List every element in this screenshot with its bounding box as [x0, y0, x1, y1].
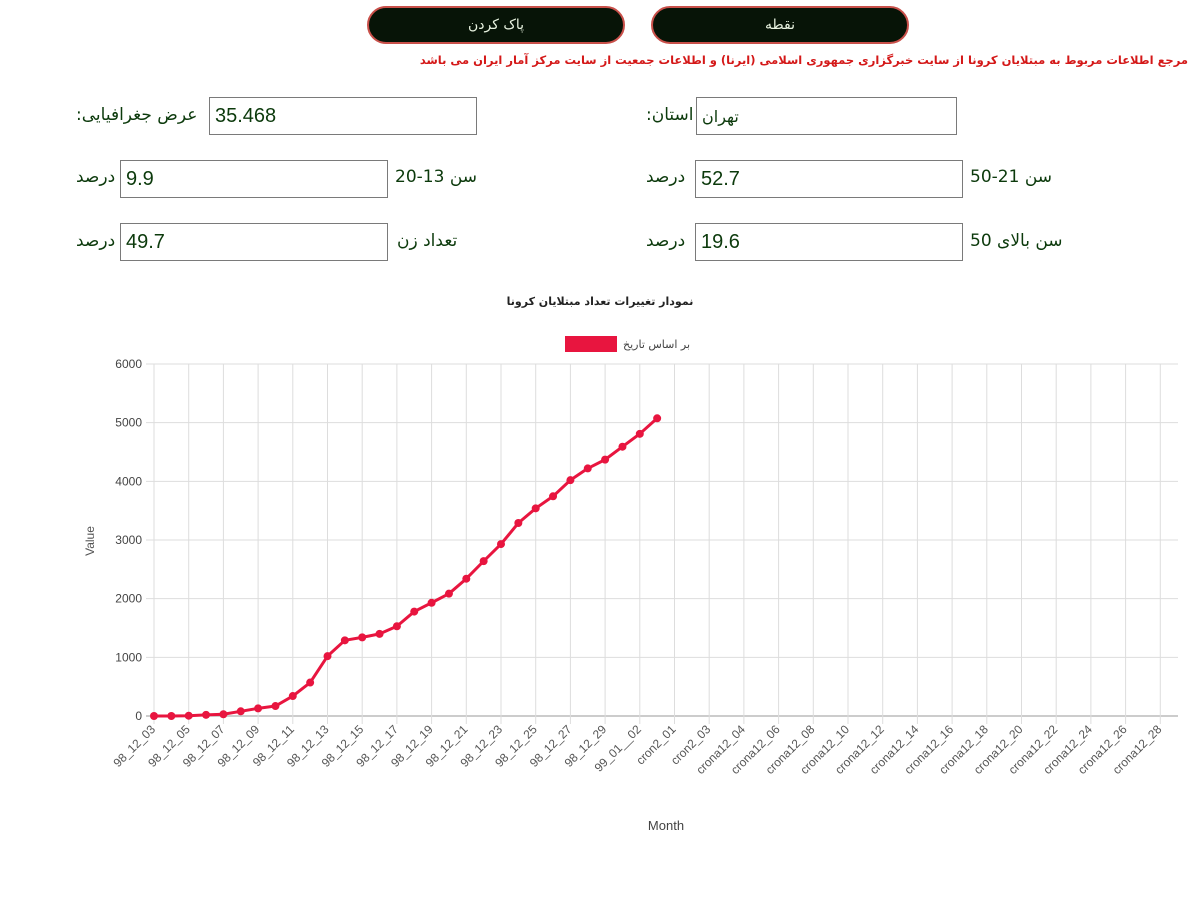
data-point[interactable] — [375, 629, 384, 638]
data-point[interactable] — [202, 710, 211, 719]
chart-grid — [146, 363, 1178, 724]
data-point[interactable] — [306, 678, 315, 687]
y-tick-label: 6000 — [115, 357, 142, 371]
age-over-50-label: سن بالای 50 — [970, 231, 1063, 251]
data-point[interactable] — [549, 492, 558, 501]
female-count-label: تعداد زن — [397, 231, 458, 251]
data-point[interactable] — [618, 442, 627, 451]
data-point[interactable] — [340, 636, 349, 645]
data-point[interactable] — [635, 429, 644, 438]
data-point[interactable] — [427, 598, 436, 607]
data-point[interactable] — [358, 633, 367, 642]
age-13-20-unit: درصد — [76, 167, 116, 187]
y-tick-label: 0 — [135, 709, 142, 723]
data-point[interactable] — [288, 692, 297, 701]
series-line — [154, 417, 659, 718]
data-point[interactable] — [254, 704, 263, 713]
data-point[interactable] — [583, 464, 592, 473]
data-point[interactable] — [497, 540, 505, 549]
y-axis: 0 1000 2000 3000 4000 5000 6000 — [115, 357, 142, 723]
data-point[interactable] — [219, 710, 228, 719]
y-tick-label: 2000 — [115, 592, 142, 606]
y-tick-label: 1000 — [115, 650, 142, 664]
data-point[interactable] — [150, 712, 158, 720]
chart-title: نمودار تغییرات تعداد مبتلایان کرونا — [506, 295, 694, 308]
data-point[interactable] — [392, 622, 401, 631]
latitude-field[interactable]: 35.468 — [209, 97, 477, 135]
age-over-50-unit: درصد — [646, 231, 686, 251]
data-point[interactable] — [462, 574, 471, 583]
data-point[interactable] — [323, 652, 332, 661]
x-axis-title: Month — [648, 818, 684, 833]
source-note: مرجع اطلاعات مربوط به مبتلایان کرونا از … — [419, 53, 1188, 67]
point-button[interactable]: نقطه — [651, 6, 909, 44]
age-21-50-field[interactable]: 52.7 — [695, 160, 963, 198]
data-point[interactable] — [271, 702, 280, 711]
y-tick-label: 4000 — [115, 474, 142, 488]
y-tick-label: 5000 — [115, 416, 142, 430]
legend-swatch — [565, 336, 617, 352]
data-point[interactable] — [566, 476, 575, 485]
data-point[interactable] — [479, 557, 488, 566]
data-point[interactable] — [410, 607, 419, 616]
latitude-label: :عرض جغرافیایی — [76, 105, 198, 125]
age-13-20-field[interactable]: 9.9 — [120, 160, 388, 198]
province-field[interactable]: تهران — [696, 97, 957, 135]
legend-label: بر اساس تاریخ — [623, 337, 691, 351]
data-point[interactable] — [444, 589, 453, 598]
age-over-50-field[interactable]: 19.6 — [695, 223, 963, 261]
data-point[interactable] — [184, 711, 193, 720]
age-21-50-unit: درصد — [646, 167, 686, 187]
chart-series — [150, 414, 662, 720]
age-13-20-label: سن 13-20 — [395, 167, 478, 187]
x-axis: 98_12_0398_12_0598_12_0798_12_0998_12_11… — [110, 722, 1164, 777]
data-point[interactable] — [236, 707, 245, 716]
y-tick-label: 3000 — [115, 533, 142, 547]
clear-button[interactable]: پاک کردن — [367, 6, 625, 44]
data-point[interactable] — [514, 518, 523, 527]
chart-legend[interactable]: بر اساس تاریخ — [565, 336, 690, 352]
province-label: استان: — [646, 105, 694, 125]
data-point[interactable] — [653, 414, 662, 423]
female-count-field[interactable]: 49.7 — [120, 223, 388, 261]
data-point[interactable] — [601, 455, 610, 464]
data-point[interactable] — [167, 712, 176, 720]
y-axis-title: Value — [83, 526, 97, 556]
female-count-unit: درصد — [76, 231, 116, 251]
age-21-50-label: سن 21-50 — [970, 167, 1053, 187]
data-point[interactable] — [531, 504, 540, 513]
